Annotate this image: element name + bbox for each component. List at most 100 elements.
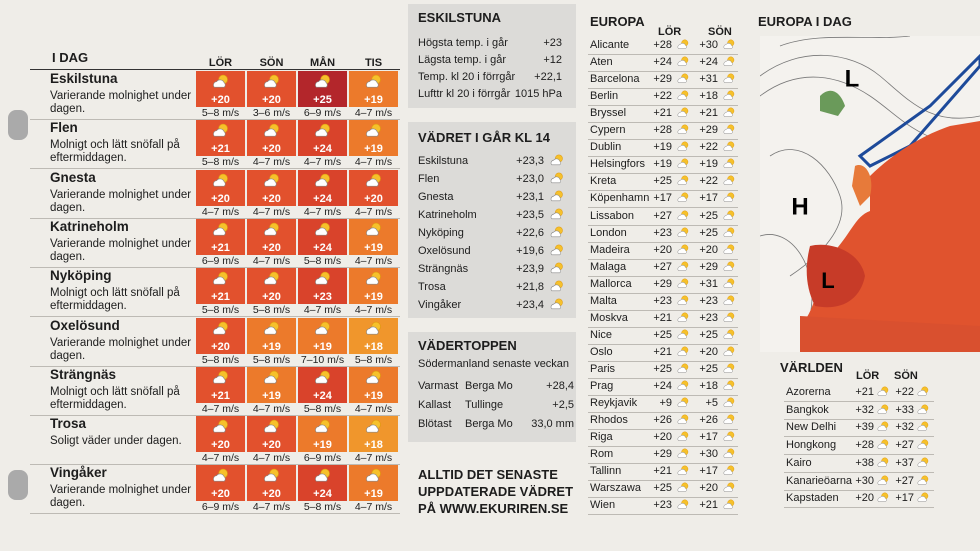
temp: +20 [211,439,230,452]
row-rule [588,173,738,175]
city: Hongkong [786,439,837,452]
weather-icon [264,370,279,384]
value: +24 [653,380,672,392]
weather-icon [677,295,689,305]
forecast-cell: +20 [247,120,296,157]
isobars [760,36,980,317]
weather-icon [723,448,735,459]
forecast-cell: +19 [298,416,347,453]
city: Malaga [590,260,627,273]
weather-icon [366,74,381,88]
weather-icon [917,404,929,414]
value: +25 [699,328,718,341]
weather-icon [723,465,735,476]
weather-icon [723,482,735,493]
row-rule [588,429,738,431]
wind: 4–7 m/s [303,156,342,169]
weather-icon [877,386,889,396]
row-rule [588,446,738,448]
weather-icon [315,271,330,285]
iceland [820,90,845,116]
label: Temp. kl 20 i förrgår [418,71,516,83]
value: +21 [653,345,672,358]
forecast-cell: +20 [247,169,296,206]
value: +17 [699,465,718,478]
value: +25 [653,175,672,188]
weather-icon [723,499,735,510]
wind: 5–8 m/s [303,254,342,267]
row-rule [784,489,934,491]
forecast-cell: +19 [349,218,398,255]
value: +32 [855,403,874,416]
value: +21 [653,311,672,324]
wind: 6–9 m/s [201,501,240,514]
label: Varmast [418,380,459,392]
value: +22 [699,141,718,154]
weather-icon [677,107,689,118]
label: Högsta temp. i går [418,37,508,49]
high-label: H [791,193,808,220]
row-rule [588,309,738,311]
city: Malta [590,294,617,307]
temp: +19 [364,488,383,501]
weather-icon [550,190,563,202]
weather-icon [677,278,689,288]
day-header: TIS [364,57,383,69]
wind: 5–8 m/s [252,353,291,366]
label: Eskilstuna [418,155,469,167]
weather-icon [550,298,563,310]
value: +17 [699,192,718,205]
weather-icon [677,56,689,66]
weather-icon [917,475,929,485]
temp: +19 [313,439,332,452]
forecast-cell: +25 [298,71,347,107]
wind: 4–7 m/s [252,501,291,514]
wind: 5–8 m/s [201,156,240,169]
row-rule [30,217,400,219]
temp: +24 [313,488,332,501]
value: +23,4 [516,299,544,311]
weather-icon [366,419,381,433]
weather-icon [213,173,228,187]
row-rule [588,71,738,73]
weather-icon [677,346,689,356]
value: +25 [653,362,672,375]
weather-icon [723,363,735,373]
value: +28 [653,124,672,137]
label: Vingåker [418,299,462,311]
row-rule [30,365,400,367]
value: +21 [653,107,672,120]
row-rule [588,190,738,192]
value: +23 [653,226,672,239]
row-rule [588,54,738,55]
forecast-cell: +19 [247,317,296,354]
row-rule [588,105,738,107]
city: Reykjavik [590,397,638,410]
value: +33 [895,403,914,416]
binder-hole [8,110,28,140]
wind: 3–6 m/s [252,107,291,119]
weather-icon [315,173,330,187]
forecast-cell: +24 [298,169,347,206]
weather-icon [723,90,735,100]
city: Kapstaden [786,492,839,505]
label: Trosa [418,281,446,293]
value: +20 [699,482,718,495]
row-rule [784,401,934,402]
value: +17 [699,431,718,444]
weather-icon [723,329,735,339]
value: +21,8 [516,281,544,293]
forecast-cell: +24 [298,120,347,157]
town-desc: Varierande molnighet under dagen. [50,237,192,263]
forecast-cell: +21 [196,268,245,305]
wind: 4–7 m/s [354,452,393,465]
temp: +21 [211,143,230,156]
value: +27 [895,439,914,452]
weather-icon [264,419,279,433]
weather-icon [677,73,689,83]
value: +29 [699,124,718,137]
wind: 6–9 m/s [303,107,342,119]
weather-icon [723,227,735,237]
row-rule [588,241,738,243]
town-name: Trosa [50,416,87,432]
